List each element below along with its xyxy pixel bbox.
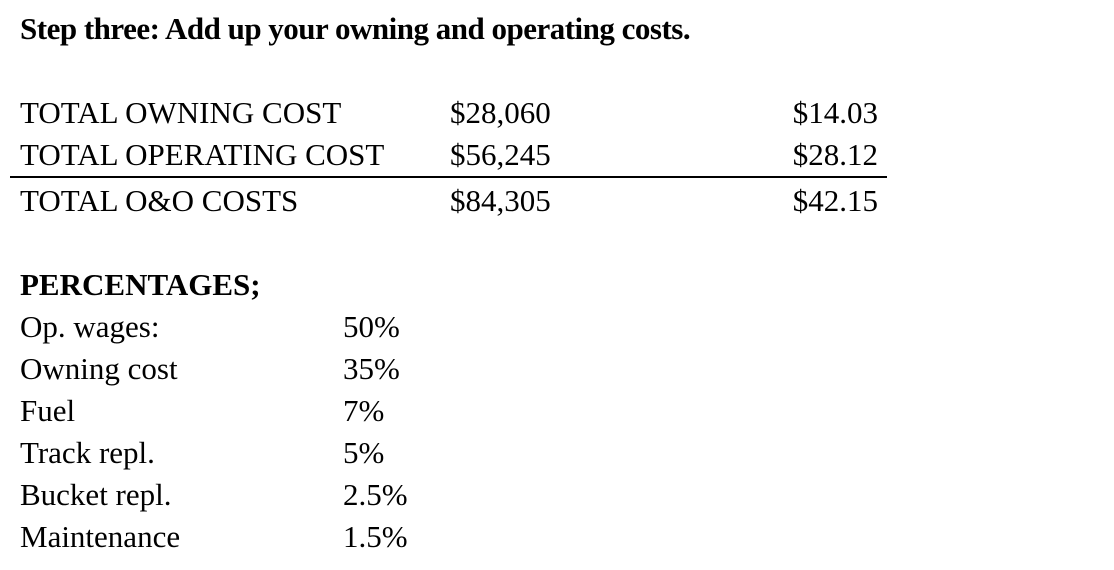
percentages-list: Op. wages: 50% Owning cost 35% Fuel 7% T…	[20, 306, 1114, 558]
table-row-operating-cost: TOTAL OPERATING COST $56,245 $28.12	[20, 134, 878, 176]
row-total-value: $84,305	[450, 183, 551, 218]
row-per-hour-value: $28.12	[792, 137, 878, 172]
totals-table: TOTAL OWNING COST $28,060 $14.03 TOTAL O…	[10, 92, 887, 222]
list-item-track-repl: Track repl. 5%	[20, 432, 1114, 474]
sum-divider-rule	[10, 176, 887, 178]
pct-label: Op. wages:	[20, 309, 160, 344]
page-title: Step three: Add up your owning and opera…	[20, 11, 691, 46]
row-per-hour-value: $14.03	[792, 95, 878, 130]
pct-value: 2.5%	[343, 477, 408, 512]
row-label: TOTAL OPERATING COST	[20, 137, 385, 172]
pct-label: Bucket repl.	[20, 477, 172, 512]
list-item-op-wages: Op. wages: 50%	[20, 306, 1114, 348]
row-total-value: $56,245	[450, 137, 551, 172]
pct-label: Owning cost	[20, 351, 178, 386]
pct-label: Track repl.	[20, 435, 155, 470]
pct-value: 1.5%	[343, 519, 408, 554]
list-item-maintenance: Maintenance 1.5%	[20, 516, 1114, 558]
pct-value: 50%	[343, 309, 400, 344]
pct-value: 35%	[343, 351, 400, 386]
row-per-hour-value: $42.15	[792, 183, 878, 218]
pct-value: 5%	[343, 435, 385, 470]
list-item-owning-cost: Owning cost 35%	[20, 348, 1114, 390]
pct-label: Fuel	[20, 393, 76, 428]
row-label: TOTAL OWNING COST	[20, 95, 342, 130]
pct-label: Maintenance	[20, 519, 181, 554]
list-item-fuel: Fuel 7%	[20, 390, 1114, 432]
spacer	[20, 222, 1114, 264]
table-row-owning-cost: TOTAL OWNING COST $28,060 $14.03	[20, 92, 878, 134]
row-total-value: $28,060	[450, 95, 551, 130]
row-label: TOTAL O&O COSTS	[20, 183, 299, 218]
table-row-oo-costs: TOTAL O&O COSTS $84,305 $42.15	[20, 180, 878, 222]
pct-value: 7%	[343, 393, 385, 428]
list-item-bucket-repl: Bucket repl. 2.5%	[20, 474, 1114, 516]
percentages-heading: PERCENTAGES;	[20, 267, 261, 302]
